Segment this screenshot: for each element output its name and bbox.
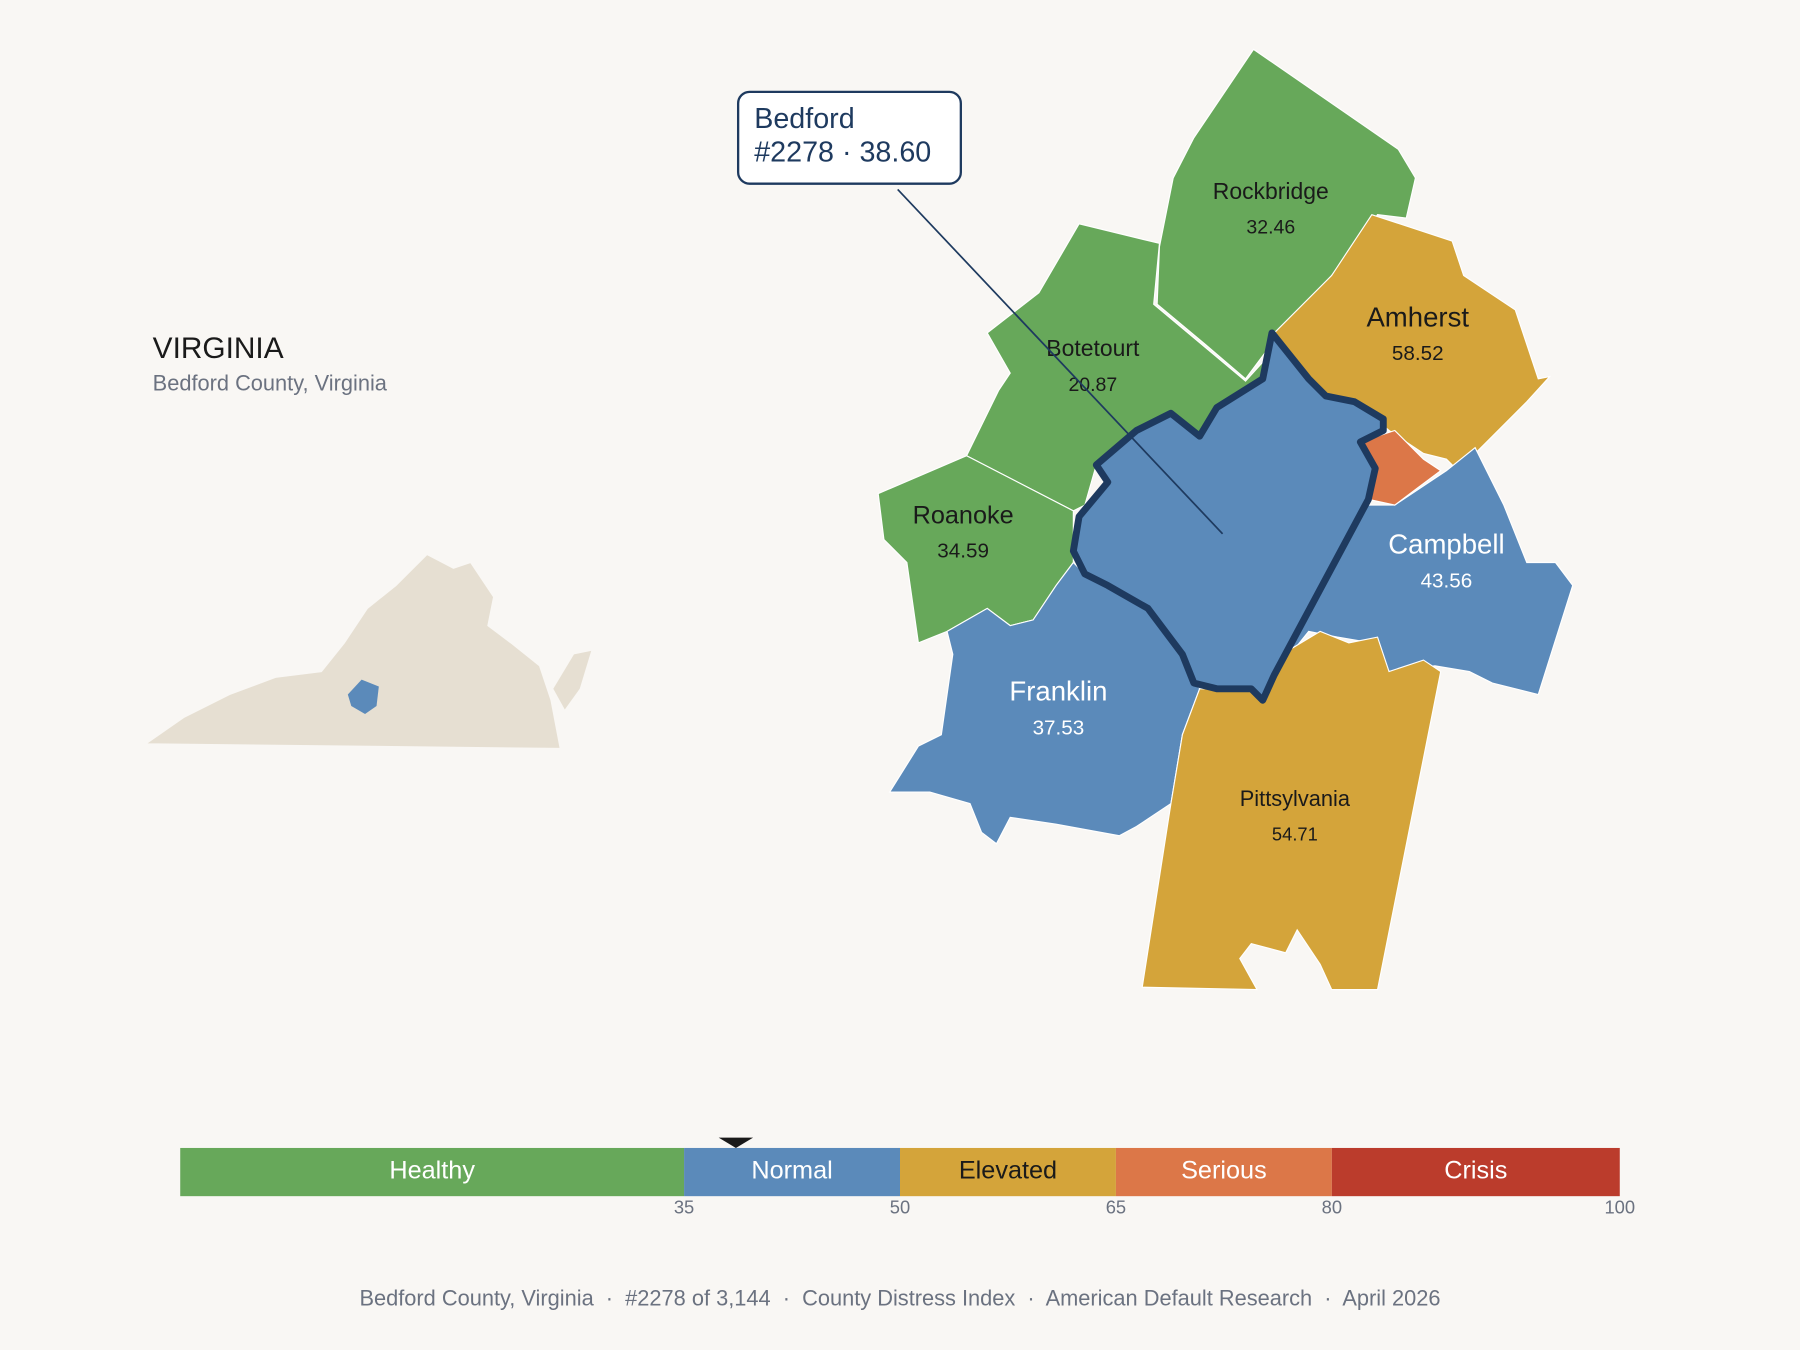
state-inset <box>143 553 592 750</box>
state-shape <box>143 553 561 750</box>
legend: Healthy Normal Elevated Serious Crisis 35 50 65… <box>180 1137 1635 1218</box>
state-shape <box>553 650 592 710</box>
scale-marker <box>718 1137 754 1148</box>
callout-box <box>736 90 962 185</box>
subtitle: Bedford County, Virginia <box>153 370 388 395</box>
inset-highlight <box>347 679 379 715</box>
band-label: Healthy <box>389 1157 475 1185</box>
county-value: 37.53 <box>1033 716 1085 739</box>
callout-text: #2278 · 38.60 <box>754 136 931 168</box>
county-value: 20.87 <box>1068 374 1117 396</box>
county-name: Campbell <box>1388 529 1504 560</box>
scale-band <box>684 1147 900 1197</box>
county-value: 34.59 <box>937 540 989 563</box>
footer: Bedford County, Virginia · #2278 of 3,14… <box>359 1285 1440 1310</box>
scale-band <box>900 1147 1116 1197</box>
county-value: 54.71 <box>1272 824 1318 845</box>
county-value: 43.56 <box>1421 569 1473 592</box>
tick-label: 35 <box>674 1197 694 1218</box>
tick-label: 80 <box>1322 1197 1342 1218</box>
callout-name: Bedford <box>754 103 854 135</box>
callout-leader <box>897 188 1224 535</box>
tick-label: 50 <box>890 1197 910 1218</box>
county-value: 32.46 <box>1246 217 1295 239</box>
county-value: 58.52 <box>1392 342 1444 365</box>
county-name: Pittsylvania <box>1240 786 1351 811</box>
band-label: Elevated <box>959 1157 1057 1185</box>
county-name: Rockbridge <box>1213 178 1329 204</box>
county-name: Botetourt <box>1046 335 1140 361</box>
title: VIRGINIA <box>153 332 284 365</box>
county-name: Franklin <box>1009 676 1107 707</box>
band-label: Crisis <box>1444 1157 1507 1185</box>
tick-label: 100 <box>1604 1197 1635 1218</box>
county-name: Amherst <box>1366 301 1469 332</box>
county-shape <box>1156 48 1417 380</box>
county-map: Rockbridge 32.46 Botetourt 20.87 Roanoke 34.5… <box>877 48 1574 991</box>
band-label: Serious <box>1181 1157 1267 1185</box>
scale-band <box>1115 1147 1332 1197</box>
selected-county[interactable] <box>1069 329 1387 704</box>
county-shape <box>1141 630 1442 991</box>
scale-band <box>180 1147 685 1197</box>
scale-band <box>1331 1147 1620 1197</box>
county-shape <box>1273 446 1574 696</box>
county-name: Roanoke <box>913 501 1014 529</box>
tick-label: 65 <box>1106 1197 1126 1218</box>
band-label: Normal <box>751 1157 832 1185</box>
